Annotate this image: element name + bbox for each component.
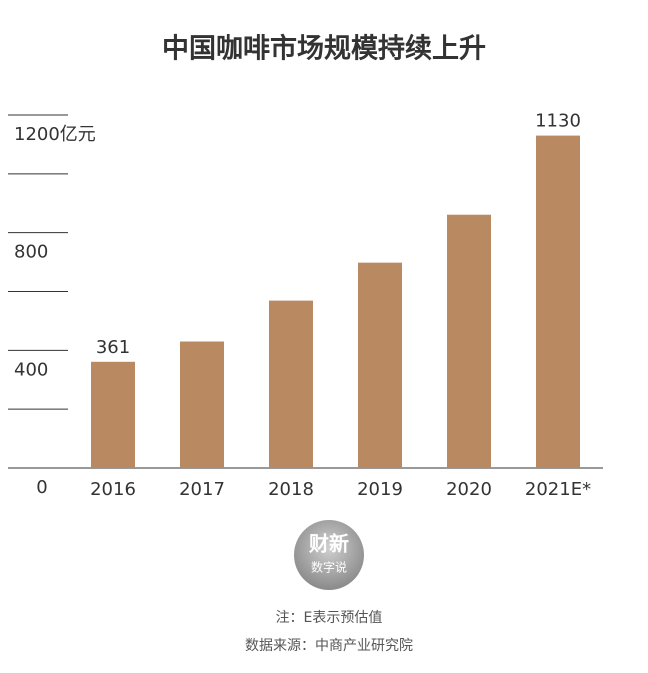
x-tick-label: 2016 bbox=[90, 479, 136, 500]
bar bbox=[358, 262, 402, 468]
logo-circle bbox=[294, 520, 364, 590]
data-label: 1130 bbox=[535, 111, 581, 132]
source: 数据来源：中商产业研究院 bbox=[245, 638, 413, 654]
x-tick-label: 2017 bbox=[179, 479, 225, 500]
logo-subtext: 数字说 bbox=[311, 560, 347, 575]
y-tick-label: 400 bbox=[14, 359, 48, 380]
chart-title: 中国咖啡市场规模持续上升 bbox=[162, 33, 486, 65]
logo: 财新 数字说 bbox=[294, 520, 364, 590]
bar bbox=[91, 361, 135, 468]
x-tick-label: 2019 bbox=[357, 479, 403, 500]
x-tick-label: 2021E* bbox=[525, 479, 591, 500]
logo-text: 财新 bbox=[309, 532, 349, 556]
bar bbox=[180, 341, 224, 468]
bar bbox=[447, 214, 491, 468]
y-tick-label: 0 bbox=[36, 477, 47, 498]
bar bbox=[536, 135, 580, 468]
data-label: 361 bbox=[96, 337, 130, 358]
y-tick-label: 1200亿元 bbox=[14, 124, 96, 145]
x-tick-label: 2018 bbox=[268, 479, 314, 500]
bar bbox=[269, 300, 313, 468]
y-tick-label: 800 bbox=[14, 242, 48, 263]
footnote: 注：E表示预估值 bbox=[276, 610, 383, 626]
x-tick-label: 2020 bbox=[446, 479, 492, 500]
